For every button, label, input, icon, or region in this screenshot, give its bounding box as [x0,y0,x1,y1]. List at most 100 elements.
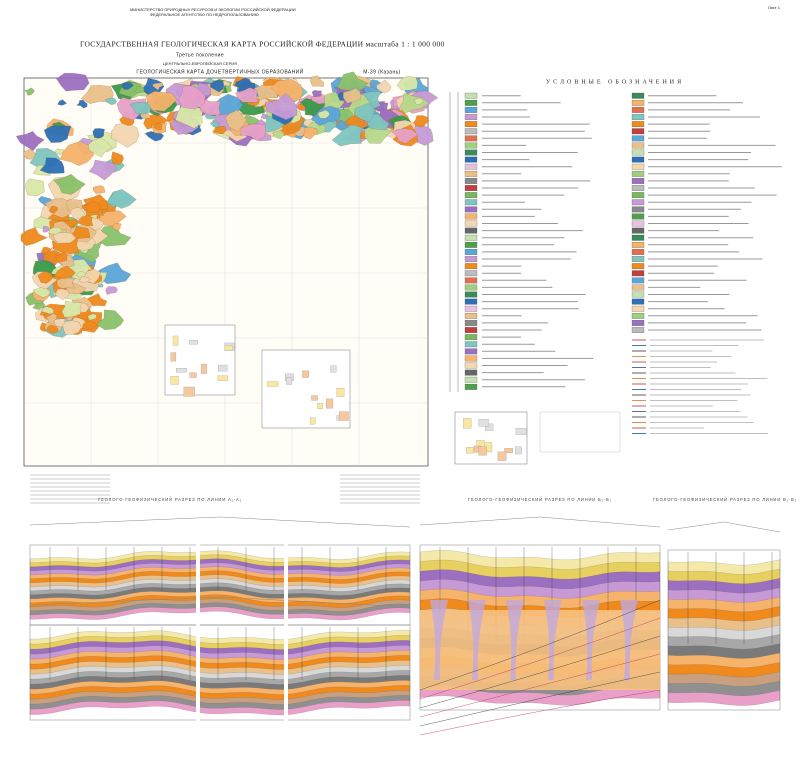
geology-unit [235,87,259,103]
legend-swatch [631,128,645,135]
geology-unit [54,148,65,156]
legend-swatch [464,249,478,255]
legend-swatch [464,369,478,376]
intrusion [430,600,448,680]
legend-swatch [464,206,478,213]
legend-swatch [464,213,478,220]
intrusion [544,600,562,680]
intrusion [468,600,486,680]
geology-unit [56,72,90,92]
legend-swatch [631,234,645,241]
inset-cell [189,372,197,378]
inset-cell [218,364,228,372]
geology-unit [122,82,134,90]
geology-unit [264,93,298,120]
geology-unit [61,300,82,318]
section-frame [667,549,781,711]
legend-swatch [464,312,478,319]
geology-unit [240,123,266,141]
legend-swatch [464,284,478,291]
legend-swatch [464,341,478,348]
legend-swatch [464,170,478,177]
agency: ФЕДЕРАЛЬНОЕ АГЕНТСТВО ПО НЕДРОПОЛЬЗОВАНИ… [150,12,259,17]
artwork [16,71,782,736]
legend-swatch [464,355,478,362]
geology-unit [76,100,88,109]
geology-unit [129,101,152,115]
geology-unit [79,276,91,283]
geology-unit [55,288,70,300]
legend-swatch [464,128,478,135]
geology-unit [88,137,113,158]
legend-swatch [631,142,645,149]
inset-cell [267,381,279,387]
geology-unit [43,125,72,143]
geology-unit [331,124,363,147]
inset-cell [478,446,487,456]
geology-unit [146,91,177,112]
profile [419,516,661,528]
geology-unit [105,189,137,209]
geology-unit [414,98,425,105]
geology-unit [105,286,118,295]
geology-unit [82,321,99,330]
geology-unit [311,90,322,98]
inset-cell [217,375,228,381]
legend-swatch [464,263,478,270]
legend-swatch [631,263,645,270]
legend-swatch [631,135,645,142]
inset-cell [310,417,316,425]
legend-swatch [464,291,478,298]
inset-cell [317,403,323,409]
legend-swatch [464,334,478,341]
geology-unit [70,226,91,239]
legend-swatch [631,220,645,227]
legend-swatch [464,362,478,369]
legend-swatch [631,99,645,106]
legend-swatch [631,121,645,128]
legend-swatch [631,291,645,298]
geology-unit [399,93,430,114]
inset-cell [463,418,472,429]
legend-swatch [464,241,478,248]
legend-swatch [464,227,478,234]
inset-cell [170,376,179,385]
geology-unit [41,306,54,315]
series: ЦЕНТРАЛЬНО-ЕВРОПЕЙСКАЯ СЕРИЯ [163,61,237,66]
inset-cell [189,340,199,345]
geology-unit [83,201,101,214]
section-title: ГЕОЛОГО-ГЕОФИЗИЧЕСКИЙ РАЗРЕЗ ПО ЛИНИИ Б₁… [468,497,612,502]
profile [29,516,411,528]
legend-swatch [464,149,478,156]
inset-cell [224,345,233,351]
inset-map [261,349,351,429]
profile [667,521,781,533]
geology-unit [225,109,248,132]
legend-swatch [464,156,478,163]
geology-unit [391,128,419,144]
geology-unit [57,99,67,106]
geology-unit [318,109,330,119]
ministry: МИНИСТЕРСТВО ПРИРОДНЫХ РЕСУРСОВ И ЭКОЛОГ… [130,7,296,12]
geology-unit [20,227,48,246]
geology-unit [87,313,97,321]
inset-cell [338,411,349,421]
legend-swatch [631,178,645,184]
inset-cell [330,365,337,373]
geology-unit [111,222,122,231]
legend-swatch [464,92,478,99]
intrusion [506,600,524,680]
legend-swatch [464,192,478,199]
legend-swatch [464,383,478,390]
section-gap [284,540,288,730]
inset-cell [466,447,474,454]
section-title: ГЕОЛОГО-ГЕОФИЗИЧЕСКИЙ РАЗРЕЗ ПО ЛИНИИ А₁… [98,497,242,502]
geology-unit [16,131,45,151]
legend-swatch [631,320,645,326]
geology-unit [152,82,163,91]
geology-unit [23,148,37,160]
geology-unit [209,120,220,128]
legend-swatch [464,234,478,241]
legend-swatch [464,270,478,277]
geology-unit [62,320,82,335]
